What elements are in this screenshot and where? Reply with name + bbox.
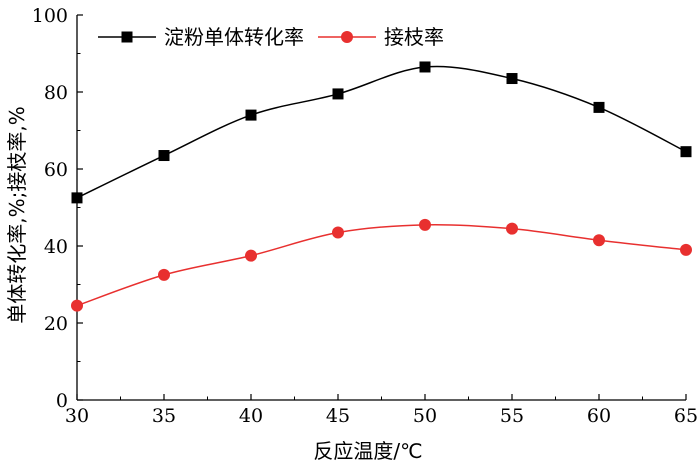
x-tick-label: 40 (239, 405, 263, 427)
y-ticks: 0 20 40 60 80 100 (32, 5, 83, 412)
y-tick-label: 100 (32, 5, 68, 27)
y-tick-label: 60 (44, 159, 68, 181)
series-markers (71, 61, 692, 312)
series-0-point (419, 61, 431, 73)
x-tick-label: 55 (500, 405, 524, 427)
series-0-point (245, 109, 257, 121)
x-tick-label: 30 (65, 405, 89, 427)
legend-label-0: 淀粉单体转化率 (164, 25, 304, 49)
series-1-point (680, 243, 692, 256)
y-axis-label: 单体转化率,%;接枝率,% (5, 106, 29, 323)
series-0-point (332, 88, 344, 100)
x-tick-label: 35 (152, 405, 176, 427)
series-curves (76, 65, 687, 307)
series-1-point (71, 299, 83, 312)
y-tick-label: 40 (44, 236, 68, 258)
x-axis-label: 反应温度/℃ (313, 439, 422, 463)
series-0-point (158, 150, 170, 162)
legend-marker-0 (121, 31, 133, 43)
series-0-point (71, 192, 83, 204)
legend: 淀粉单体转化率 接枝率 (98, 25, 444, 49)
series-1-point (245, 249, 257, 262)
x-ticks: 30 35 40 45 50 55 60 65 (65, 394, 698, 427)
series-1-point (158, 268, 170, 281)
series-0-point (506, 73, 518, 85)
series-1-line (76, 223, 687, 307)
legend-marker-1 (341, 31, 353, 43)
x-tick-label: 60 (587, 405, 611, 427)
series-0-line (76, 65, 687, 199)
x-tick-label: 45 (326, 405, 350, 427)
y-tick-label: 80 (44, 82, 68, 104)
x-tick-label: 65 (674, 405, 698, 427)
series-0-point (593, 101, 605, 113)
x-tick-label: 50 (413, 405, 437, 427)
series-1-point (419, 218, 431, 231)
series-0-point (680, 146, 692, 158)
axes (76, 15, 686, 401)
series-1-point (332, 226, 344, 239)
series-1-point (593, 234, 605, 247)
legend-label-1: 接枝率 (384, 25, 444, 49)
y-tick-label: 20 (44, 313, 68, 335)
series-1-point (506, 222, 518, 235)
y-tick-label: 0 (56, 390, 68, 412)
